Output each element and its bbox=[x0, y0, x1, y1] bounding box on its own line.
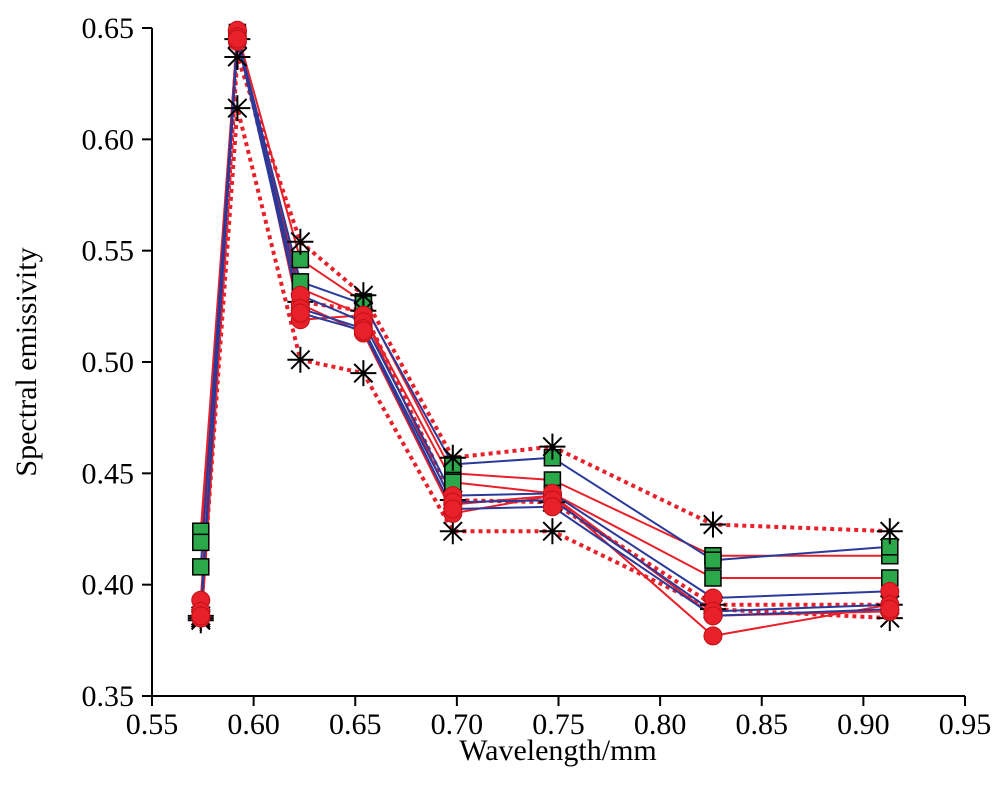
asterisk-stroke bbox=[227, 98, 248, 119]
y-tick-label: 0.60 bbox=[82, 123, 135, 156]
asterisk-stroke bbox=[227, 47, 248, 67]
y-tick-label: 0.40 bbox=[82, 569, 135, 602]
asterisk-stroke bbox=[290, 231, 311, 252]
asterisk-stroke bbox=[353, 363, 374, 384]
y-tick-label: 0.55 bbox=[82, 235, 135, 268]
x-tick-label: 0.85 bbox=[736, 708, 789, 741]
x-tick-label: 0.75 bbox=[532, 708, 585, 741]
x-tick-label: 0.55 bbox=[126, 708, 179, 741]
y-tick-label: 0.35 bbox=[82, 680, 135, 713]
asterisk-stroke bbox=[542, 521, 563, 542]
data-point-asterisk bbox=[539, 433, 566, 460]
series-line bbox=[199, 31, 890, 637]
x-axis-title: Wavelength/mm bbox=[459, 734, 657, 767]
asterisk-stroke bbox=[879, 521, 900, 542]
data-point-circle bbox=[703, 626, 723, 646]
series-line bbox=[199, 38, 890, 617]
data-point-circle bbox=[227, 29, 247, 49]
x-tick-label: 0.70 bbox=[431, 708, 484, 741]
x-tick-label: 0.90 bbox=[837, 708, 890, 741]
series-line bbox=[198, 106, 890, 621]
y-ticks: 0.35 0.40 0.45 0.50 0.55 0.60 0.65 bbox=[82, 12, 152, 713]
data-point-circle bbox=[880, 599, 900, 619]
axes bbox=[151, 28, 965, 697]
data-point-asterisk bbox=[539, 518, 566, 545]
plot-markers bbox=[187, 20, 903, 646]
x-tick-label: 0.95 bbox=[939, 708, 992, 741]
plot-series bbox=[198, 29, 890, 637]
asterisk-stroke bbox=[703, 514, 723, 535]
y-tick-label: 0.45 bbox=[82, 457, 135, 490]
data-point-asterisk bbox=[699, 511, 726, 538]
data-point-circle bbox=[443, 499, 463, 519]
data-point-square bbox=[192, 558, 210, 576]
y-tick-label: 0.50 bbox=[82, 346, 135, 379]
data-point-asterisk bbox=[287, 346, 314, 373]
asterisk-stroke bbox=[290, 349, 311, 370]
data-point-circle bbox=[290, 303, 310, 323]
data-point-circle bbox=[703, 606, 723, 626]
x-tick-label: 0.60 bbox=[227, 708, 280, 741]
asterisk-stroke bbox=[353, 285, 374, 306]
data-point-circle bbox=[191, 606, 211, 626]
y-axis-title: Spectral emissivity bbox=[10, 247, 43, 476]
series-line bbox=[199, 35, 890, 567]
y-tick-label: 0.65 bbox=[82, 12, 135, 45]
data-point-asterisk bbox=[224, 95, 251, 122]
asterisk-stroke bbox=[542, 436, 563, 457]
asterisk-stroke bbox=[442, 521, 463, 542]
series-line bbox=[198, 54, 890, 621]
data-point-asterisk bbox=[439, 444, 466, 471]
data-point-square bbox=[704, 569, 722, 587]
x-ticks: 0.55 0.60 0.65 0.70 0.75 0.80 0.85 0.90 0.95 bbox=[126, 696, 992, 741]
data-point-asterisk bbox=[287, 228, 314, 255]
x-tick-label: 0.80 bbox=[634, 708, 687, 741]
data-point-circle bbox=[353, 321, 373, 341]
data-point-square bbox=[704, 551, 722, 569]
data-point-square bbox=[192, 533, 210, 552]
x-tick-label: 0.65 bbox=[329, 708, 382, 741]
asterisk-stroke bbox=[442, 447, 463, 468]
data-point-asterisk bbox=[876, 518, 903, 545]
data-point-asterisk bbox=[350, 360, 377, 387]
data-point-circle bbox=[542, 497, 562, 517]
